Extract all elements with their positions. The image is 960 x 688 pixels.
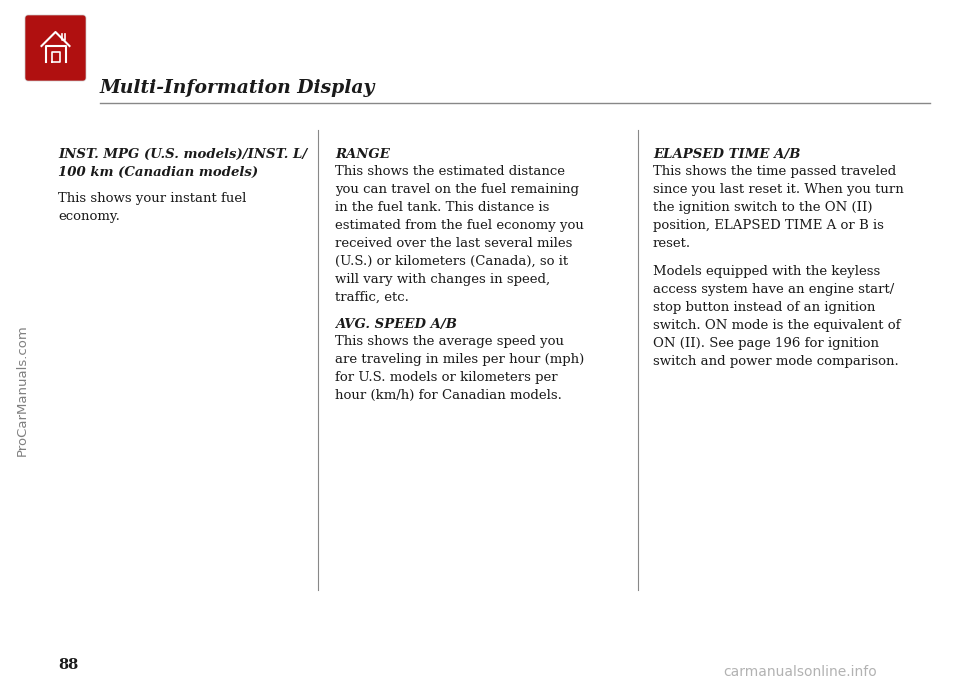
Text: This shows your instant fuel
economy.: This shows your instant fuel economy. [58,192,247,223]
Text: ProCarManuals.com: ProCarManuals.com [15,324,29,456]
Text: This shows the average speed you
are traveling in miles per hour (mph)
for U.S. : This shows the average speed you are tra… [335,335,585,402]
Text: This shows the estimated distance
you can travel on the fuel remaining
in the fu: This shows the estimated distance you ca… [335,165,584,304]
Text: INST. MPG (U.S. models)/INST. L/
100 km (Canadian models): INST. MPG (U.S. models)/INST. L/ 100 km … [58,148,307,179]
Text: 88: 88 [58,658,79,672]
Text: AVG. SPEED A/B: AVG. SPEED A/B [335,318,457,331]
Text: Models equipped with the keyless
access system have an engine start/
stop button: Models equipped with the keyless access … [653,265,900,368]
Text: This shows the time passed traveled
since you last reset it. When you turn
the i: This shows the time passed traveled sinc… [653,165,903,250]
Text: Multi-Information Display: Multi-Information Display [100,79,375,97]
Text: RANGE: RANGE [335,148,390,161]
FancyBboxPatch shape [25,15,86,81]
Text: carmanualsonline.info: carmanualsonline.info [723,665,876,679]
Text: ELAPSED TIME A/B: ELAPSED TIME A/B [653,148,801,161]
